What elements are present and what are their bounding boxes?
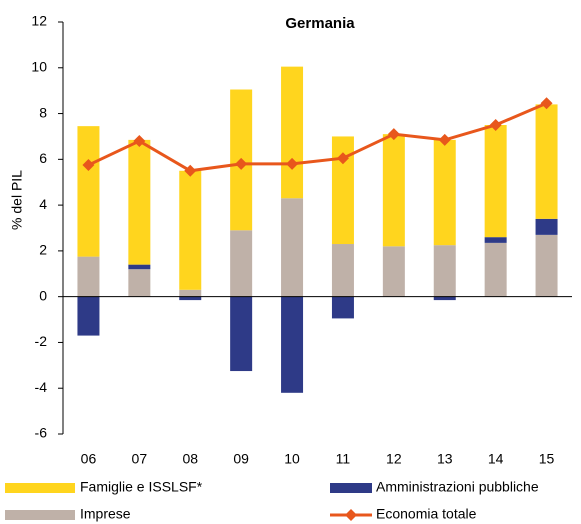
bar: [128, 269, 151, 297]
bar: [128, 139, 151, 265]
legend-label: Imprese: [80, 506, 131, 522]
bar: [535, 234, 558, 297]
x-tick-label: 15: [539, 451, 555, 467]
legend-label: Economia totale: [376, 506, 477, 522]
bar: [484, 242, 507, 297]
legend-swatch: [330, 483, 372, 493]
line: [87, 101, 548, 173]
bar: [230, 230, 253, 297]
bar: [77, 296, 100, 336]
bar: [281, 296, 304, 393]
bar: [433, 139, 456, 246]
line-marker: [184, 164, 197, 177]
y-tick-label: 12: [31, 13, 47, 29]
y-tick-label: -6: [35, 425, 48, 441]
legend-label: Famiglie e ISSLSF*: [80, 479, 203, 495]
line-marker: [336, 152, 349, 165]
chart-title: Germania: [285, 15, 355, 32]
bar: [128, 264, 151, 270]
bar: [331, 136, 354, 245]
y-axis-label: % del PIL: [9, 170, 25, 230]
x-tick-label: 11: [336, 451, 351, 467]
bar: [179, 170, 202, 290]
legend-marker: [345, 509, 357, 521]
y-tick-label: 8: [39, 104, 47, 120]
bar: [433, 245, 456, 297]
bar: [484, 237, 507, 243]
bar: [77, 256, 100, 297]
x-tick-label: 14: [488, 451, 504, 467]
bar: [230, 296, 253, 372]
line-marker: [286, 157, 299, 170]
bar: [77, 126, 100, 257]
x-tick-label: 07: [132, 451, 148, 467]
legend-label: Amministrazioni pubbliche: [376, 479, 539, 495]
line-marker: [540, 97, 553, 110]
y-tick-label: -4: [35, 379, 48, 395]
bar: [331, 296, 354, 319]
x-tick-label: 09: [233, 451, 249, 467]
x-tick-label: 06: [81, 451, 97, 467]
x-tick-label: 08: [182, 451, 198, 467]
x-tick-label: 12: [386, 451, 402, 467]
bar: [535, 218, 558, 235]
bar: [179, 289, 202, 297]
bar: [484, 125, 507, 238]
bar: [281, 66, 304, 199]
y-tick-label: -2: [35, 333, 48, 349]
bar: [281, 198, 304, 297]
y-tick-label: 2: [39, 242, 47, 258]
bar: [382, 134, 405, 247]
bar: [382, 246, 405, 297]
y-tick-label: 10: [31, 58, 47, 74]
line-marker: [387, 128, 400, 141]
bar: [331, 244, 354, 297]
bar: [179, 296, 202, 301]
x-tick-label: 13: [437, 451, 453, 467]
line-marker: [133, 135, 146, 148]
bar: [535, 104, 558, 219]
x-tick-label: 10: [284, 451, 300, 467]
legend-swatch: [5, 483, 75, 493]
legend-swatch: [5, 510, 75, 520]
line-marker: [235, 157, 248, 170]
y-tick-label: 6: [39, 150, 47, 166]
y-tick-label: 0: [39, 287, 47, 303]
line-marker: [489, 119, 502, 131]
bar: [433, 296, 456, 301]
y-tick-label: 4: [39, 196, 47, 212]
line-marker: [82, 159, 95, 172]
line-marker: [438, 133, 451, 146]
